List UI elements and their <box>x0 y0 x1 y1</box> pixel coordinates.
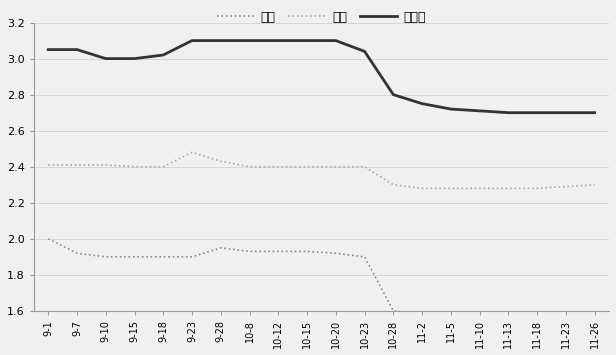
一个月 <box>505 110 512 115</box>
一周 <box>303 165 310 169</box>
一个月 <box>102 56 110 61</box>
一周 <box>44 163 52 167</box>
一周 <box>73 163 81 167</box>
一周 <box>533 186 541 191</box>
隔夜 <box>102 255 110 259</box>
一个月 <box>476 109 484 113</box>
一周 <box>332 165 339 169</box>
一个月 <box>303 38 310 43</box>
一个月 <box>188 38 196 43</box>
隔夜 <box>44 237 52 241</box>
隔夜 <box>505 312 512 317</box>
一周 <box>447 186 455 191</box>
Line: 一个月: 一个月 <box>48 40 594 113</box>
隔夜 <box>476 312 484 317</box>
一周 <box>131 165 138 169</box>
隔夜 <box>246 249 253 253</box>
一周 <box>275 165 282 169</box>
隔夜 <box>332 251 339 255</box>
隔夜 <box>591 312 598 317</box>
一周 <box>361 165 368 169</box>
一个月 <box>246 38 253 43</box>
一个月 <box>361 49 368 54</box>
一个月 <box>533 110 541 115</box>
隔夜 <box>390 309 397 313</box>
一周 <box>476 186 484 191</box>
一个月 <box>418 102 426 106</box>
隔夜 <box>303 249 310 253</box>
Legend: 隔夜, 一周, 一个月: 隔夜, 一周, 一个月 <box>212 6 431 29</box>
一周 <box>160 165 167 169</box>
一个月 <box>217 38 224 43</box>
隔夜 <box>562 312 570 317</box>
一周 <box>390 182 397 187</box>
隔夜 <box>217 246 224 250</box>
隔夜 <box>418 312 426 317</box>
一周 <box>591 182 598 187</box>
一个月 <box>390 93 397 97</box>
一周 <box>188 150 196 154</box>
一个月 <box>591 110 598 115</box>
隔夜 <box>73 251 81 255</box>
一周 <box>246 165 253 169</box>
一个月 <box>447 107 455 111</box>
隔夜 <box>275 249 282 253</box>
一个月 <box>131 56 138 61</box>
隔夜 <box>160 255 167 259</box>
一个月 <box>44 48 52 52</box>
隔夜 <box>447 312 455 317</box>
一周 <box>418 186 426 191</box>
隔夜 <box>188 255 196 259</box>
一个月 <box>332 38 339 43</box>
一周 <box>505 186 512 191</box>
一周 <box>562 185 570 189</box>
一个月 <box>275 38 282 43</box>
一个月 <box>73 48 81 52</box>
Line: 一周: 一周 <box>48 152 594 189</box>
隔夜 <box>533 312 541 317</box>
一个月 <box>160 53 167 57</box>
一周 <box>102 163 110 167</box>
一周 <box>217 159 224 163</box>
Line: 隔夜: 隔夜 <box>48 239 594 315</box>
隔夜 <box>131 255 138 259</box>
一个月 <box>562 110 570 115</box>
隔夜 <box>361 255 368 259</box>
